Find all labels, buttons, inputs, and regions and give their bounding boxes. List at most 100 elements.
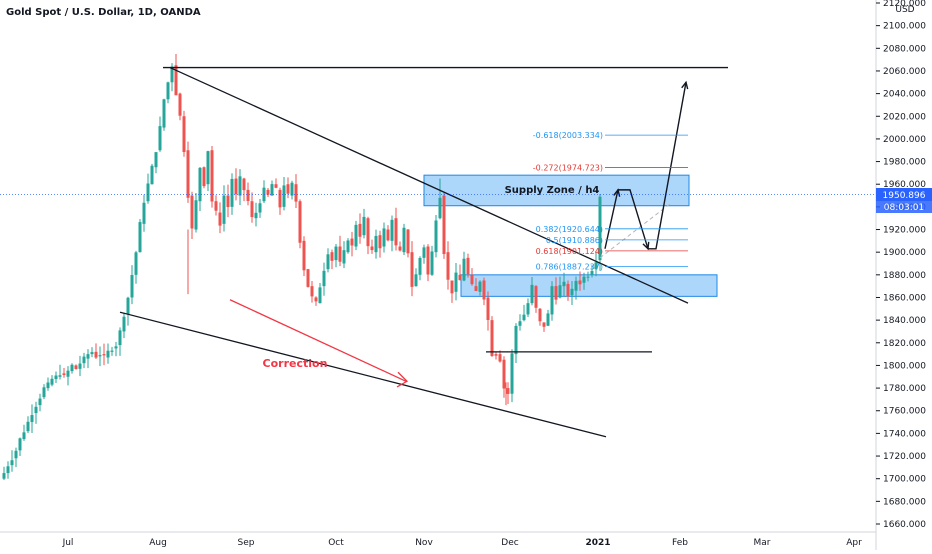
candle-body (78, 363, 82, 369)
candle-body (90, 352, 94, 355)
time-tick-label: Feb (672, 538, 688, 548)
candle-body (94, 351, 98, 358)
projected-path (604, 82, 687, 250)
candle-body (386, 229, 390, 241)
candle-body (450, 280, 454, 294)
candle-body (210, 150, 214, 202)
price-axis[interactable]: 2120.000 2100.000 2080.000 2060.000 2040.000… (876, 0, 926, 530)
candle-body (146, 183, 150, 202)
candle-body (34, 406, 38, 414)
time-axis[interactable]: Jul Aug Sep Oct Nov Dec 2021 Feb Mar Apr (62, 538, 863, 548)
candle-body (354, 224, 358, 247)
price-tick-label: 1680.000 (883, 497, 926, 507)
candle-body (502, 359, 506, 389)
candle-body (70, 364, 74, 372)
last-price-badge (876, 188, 932, 201)
candle-body (254, 212, 258, 219)
candle-body (446, 252, 450, 280)
candle-body (110, 350, 114, 352)
candle-body (566, 283, 570, 297)
candle-body (82, 356, 86, 364)
candle-body (346, 240, 350, 253)
candle-body (306, 269, 310, 287)
price-tick-label: 1780.000 (883, 384, 926, 394)
candle-body (10, 460, 14, 466)
candle-body (466, 257, 470, 275)
candle-body (134, 252, 138, 275)
price-tick-label: 1920.000 (883, 226, 926, 236)
candle-body (118, 330, 122, 346)
candle-body (18, 438, 22, 451)
candle-body (258, 203, 262, 213)
supply-zone-label: Supply Zone / h4 (505, 185, 600, 196)
candle-body (130, 275, 134, 298)
demand-zone-box (460, 274, 718, 297)
candle-body (490, 320, 494, 356)
candle-body (546, 313, 550, 326)
candle-body (598, 196, 602, 261)
candle-body (282, 185, 286, 207)
fib-level-label: -0.618(2003.334) (533, 131, 603, 140)
arrowhead-up-1 (613, 188, 621, 197)
candle-body (222, 195, 226, 224)
candle-body (342, 250, 346, 264)
channel-upper-trendline (169, 66, 689, 304)
candle-body (494, 354, 498, 356)
candle-body (318, 287, 322, 304)
price-tick-label: 1960.000 (883, 180, 926, 190)
time-tick-label: Nov (415, 538, 433, 548)
candle-body (330, 252, 334, 261)
candle-body (590, 271, 594, 275)
correction-label: Correction (263, 357, 328, 370)
candle-body (366, 218, 370, 247)
candle-body (498, 354, 502, 362)
candle-body (214, 201, 218, 211)
price-tick-label: 2000.000 (883, 135, 926, 145)
price-tick-label: 1980.000 (883, 158, 926, 168)
time-tick-label: Oct (328, 538, 344, 548)
candle-body (538, 308, 542, 322)
candle-body (542, 322, 546, 327)
candle-body (402, 227, 406, 253)
candle-body (298, 201, 302, 243)
time-tick-label: Jul (62, 538, 74, 548)
price-tick-label: 2100.000 (883, 22, 926, 32)
price-tick-label: 2060.000 (883, 67, 926, 77)
time-tick-label: Mar (754, 538, 771, 548)
candle-body (2, 473, 6, 479)
candle-body (470, 274, 474, 285)
candle-body (138, 222, 142, 253)
zones-layer (423, 174, 718, 297)
candle-body (526, 303, 530, 315)
candles-layer (2, 53, 602, 481)
candle-body (86, 354, 90, 359)
candle-body (406, 229, 410, 254)
candle-body (510, 353, 514, 394)
candle-body (462, 258, 466, 281)
candle-body (66, 370, 70, 377)
candle-body (382, 228, 386, 247)
candle-body (530, 284, 534, 304)
candle-body (150, 165, 154, 185)
fib-level-label: -0.272(1974.723) (533, 164, 603, 173)
candle-body (170, 66, 174, 83)
candle-body (454, 272, 458, 292)
candle-body (374, 235, 378, 253)
candle-body (114, 346, 118, 349)
candle-body (358, 223, 362, 237)
candle-body (522, 314, 526, 321)
candle-body (158, 126, 162, 151)
candle-body (106, 350, 110, 358)
candle-body (266, 189, 270, 195)
price-tick-label: 1820.000 (883, 339, 926, 349)
correction-arrow (229, 299, 407, 382)
candle-body (430, 251, 434, 275)
arrowhead-up-target (681, 80, 689, 90)
candle-body (338, 246, 342, 262)
candle-body (302, 240, 306, 271)
candle-body (418, 258, 422, 275)
countdown-badge (876, 201, 932, 213)
candle-body (30, 415, 34, 423)
